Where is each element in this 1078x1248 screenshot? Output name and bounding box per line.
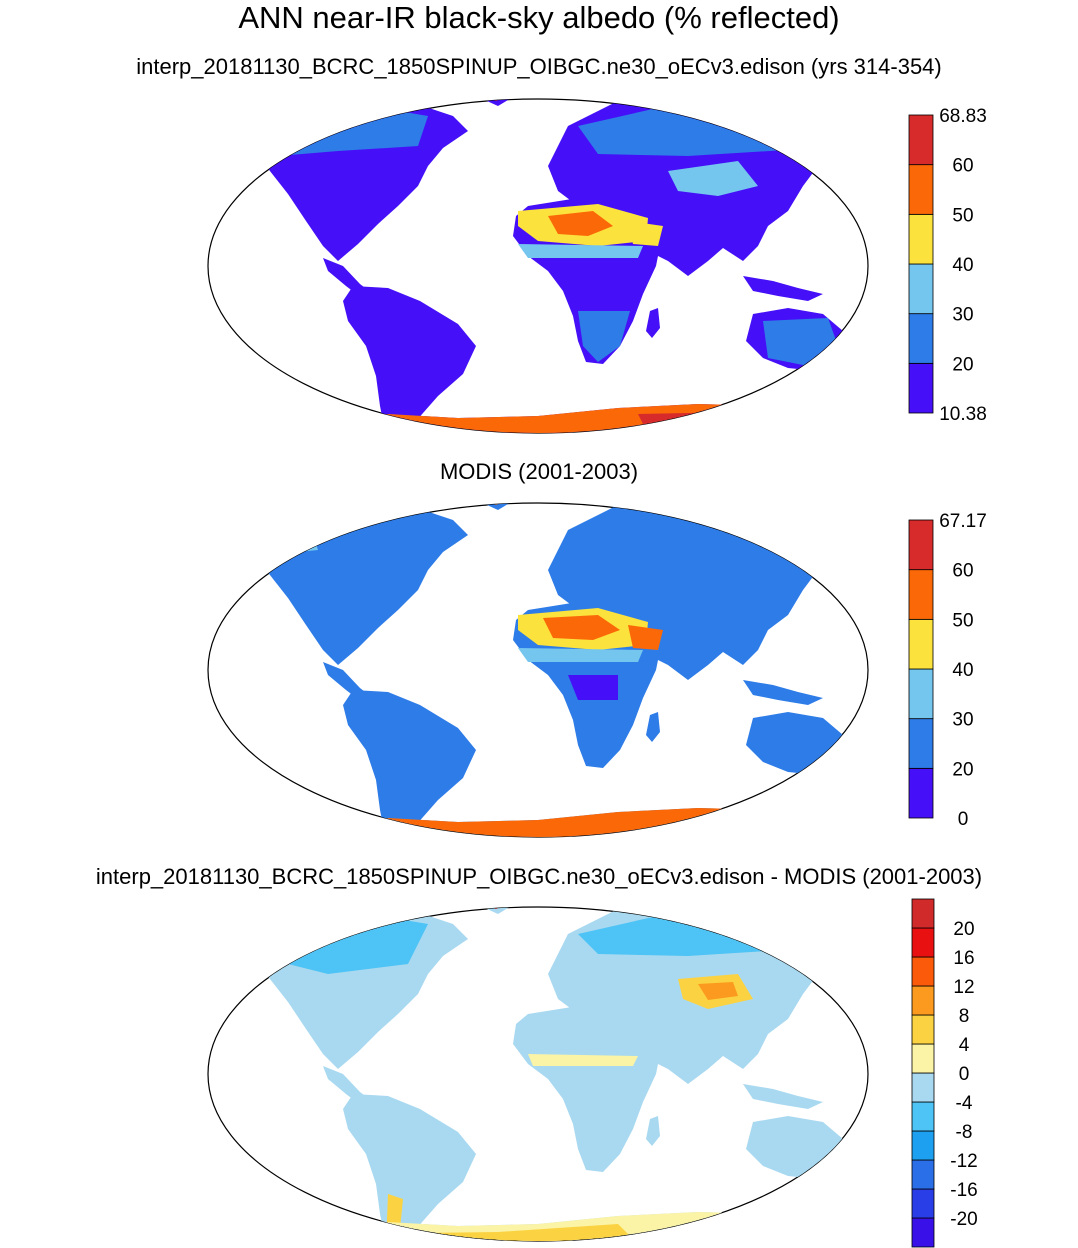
- colorbar-label: 16: [953, 948, 974, 969]
- colorbar-label: 12: [953, 977, 974, 998]
- colorbar-swatch: [908, 263, 934, 315]
- colorbar-label: -8: [956, 1122, 973, 1143]
- amazon-patch: [373, 710, 448, 755]
- sahara-core: [543, 615, 620, 640]
- colorbar-swatch: [911, 898, 935, 929]
- colorbar-swatch: [908, 618, 934, 670]
- congo-patch: [568, 675, 618, 700]
- colorbar-swatch: [908, 519, 934, 571]
- antarctica-core: [638, 411, 818, 433]
- colorbar-label: 50: [952, 205, 973, 226]
- map-panel-diff: [207, 906, 869, 1242]
- asia-dry-patch: [668, 161, 758, 196]
- greenland-patch: [470, 99, 530, 101]
- colorbar-swatch: [911, 1217, 935, 1248]
- colorbar-model: 10.38 20 30 40 50 60 68.83: [908, 106, 987, 425]
- colorbar-label: -16: [950, 1180, 977, 1201]
- colorbar-label: 68.83: [939, 106, 987, 127]
- colorbar-label: -4: [956, 1093, 973, 1114]
- colorbar-swatch: [911, 1188, 935, 1219]
- colorbar-label: 40: [952, 660, 973, 681]
- greenland-diff: [470, 907, 530, 909]
- sahara-core: [548, 211, 613, 236]
- colorbar-swatch: [908, 362, 934, 414]
- colorbar-swatch: [908, 313, 934, 364]
- tibet-core: [698, 982, 738, 1000]
- colorbar-label: 30: [952, 710, 973, 731]
- australia-patch: [763, 318, 838, 366]
- colorbar-swatch: [911, 927, 935, 958]
- colorbar-swatch: [911, 985, 935, 1016]
- map-panel-model: [207, 98, 869, 434]
- sahel-patch: [518, 648, 643, 662]
- safrica-patch: [578, 311, 630, 362]
- sahel-diff: [528, 1054, 638, 1066]
- colorbar-swatch: [911, 1072, 935, 1103]
- colorbar-label: 30: [952, 305, 973, 326]
- colorbar-label: -20: [950, 1209, 977, 1230]
- map-panel-obs: [207, 502, 869, 838]
- colorbar-swatch: [911, 956, 935, 987]
- arabia-patch: [628, 221, 663, 246]
- colorbar-label: 0: [959, 1064, 970, 1085]
- antarctica-diff-core: [338, 1224, 638, 1241]
- colorbar-label: 60: [952, 561, 973, 582]
- colorbar-swatch: [908, 114, 934, 166]
- greenland-patch: [470, 503, 530, 505]
- colorbar-label: 10.38: [939, 404, 987, 425]
- colorbar-label: 50: [952, 610, 973, 631]
- panel-title-diff: interp_20181130_BCRC_1850SPINUP_OIBGC.ne…: [95, 864, 983, 889]
- panel-title-model: interp_20181130_BCRC_1850SPINUP_OIBGC.ne…: [136, 54, 942, 79]
- colorbar-swatch: [911, 1014, 935, 1045]
- colorbar-diff: -20 -16 -12 -8 -4 0 4 8 12 16 20: [911, 898, 978, 1248]
- colorbar-label: 67.17: [939, 511, 987, 532]
- colorbar-label: 20: [953, 919, 974, 940]
- colorbar-swatch: [908, 569, 934, 620]
- figure-title: ANN near-IR black-sky albedo (% reflecte…: [238, 0, 840, 35]
- colorbar-swatch: [908, 668, 934, 720]
- colorbar-swatch: [911, 1159, 935, 1190]
- colorbar-swatch: [908, 164, 934, 215]
- colorbar-swatch: [911, 1130, 935, 1161]
- colorbar-swatch: [911, 1043, 935, 1074]
- colorbar-label: 4: [959, 1035, 970, 1056]
- colorbar-label: 0: [958, 809, 969, 830]
- colorbar-label: -12: [950, 1151, 977, 1172]
- colorbar-label: 60: [952, 156, 973, 177]
- patagonia-diff: [386, 1194, 403, 1241]
- colorbar-swatch: [911, 1101, 935, 1132]
- colorbar-label: 8: [959, 1006, 970, 1027]
- panel-title-obs: MODIS (2001-2003): [439, 459, 639, 484]
- colorbar-label: 20: [952, 759, 973, 780]
- colorbar-swatch: [908, 767, 934, 819]
- colorbar-label: 20: [952, 354, 973, 375]
- colorbar-obs: 0 20 30 40 50 60 67.17: [908, 511, 987, 830]
- sahel-patch: [518, 244, 643, 258]
- colorbar-swatch: [908, 718, 934, 769]
- colorbar-swatch: [908, 213, 934, 265]
- colorbar-label: 40: [952, 255, 973, 276]
- arabia-patch: [628, 625, 663, 650]
